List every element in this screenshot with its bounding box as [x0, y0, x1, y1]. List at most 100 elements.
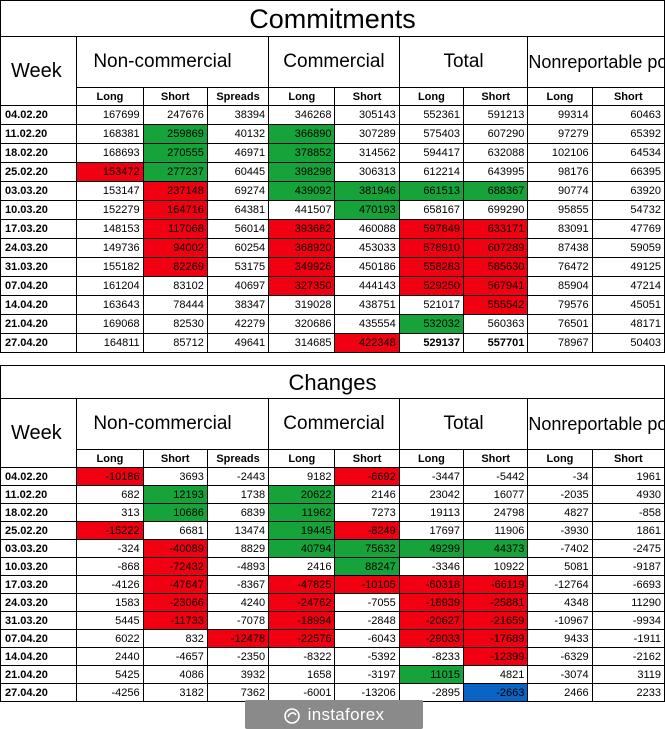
value-cell: 393682: [268, 219, 336, 239]
commitments-title: Commitments: [0, 0, 665, 36]
value-cell: 38347: [206, 295, 270, 315]
column-header: Long: [268, 87, 336, 106]
value-cell: 7273: [334, 503, 400, 522]
value-cell: 305143: [334, 105, 400, 125]
value-cell: -6693: [591, 575, 665, 594]
instaforex-logo-text: instaforex: [307, 705, 385, 724]
value-cell: 42279: [206, 314, 270, 334]
column-header: Short: [463, 87, 529, 106]
column-header: Long: [398, 449, 465, 468]
value-cell: 117068: [142, 219, 208, 239]
table-row: 04.02.20 -10186 3693 -2443 9182 -6692 -3447 -54…: [0, 467, 665, 486]
value-cell: -8233: [398, 647, 465, 666]
value-cell: 450186: [334, 257, 400, 277]
value-cell: 82530: [142, 314, 208, 334]
value-cell: -60318: [398, 575, 465, 594]
table-row: 03.03.20 153147 237148 69274 439092 381946 661…: [0, 181, 665, 201]
week-header: Week: [0, 36, 78, 106]
value-cell: 82269: [142, 257, 208, 277]
value-cell: 10922: [463, 557, 529, 576]
value-cell: -66119: [463, 575, 529, 594]
value-cell: 591213: [463, 105, 529, 125]
table-row: 31.03.20 155182 82269 53175 349926 450186 5582…: [0, 257, 665, 277]
header-row-groups: Week Non-commercial Commercial Total Nonrepo…: [0, 36, 665, 106]
week-cell: 18.02.20: [0, 143, 78, 163]
column-header: Short: [463, 449, 529, 468]
column-header: Short: [334, 87, 400, 106]
value-cell: -2350: [206, 647, 270, 666]
value-cell: 164811: [76, 333, 144, 353]
table-row: 14.04.20 163643 78444 38347 319028 438751 5210…: [0, 295, 665, 315]
value-cell: 79576: [527, 295, 593, 315]
table-row: 18.02.20 313 10686 6839 11962 7273 19113 24798 4…: [0, 503, 665, 522]
value-cell: 53175: [206, 257, 270, 277]
value-cell: -10105: [334, 575, 400, 594]
value-cell: 76501: [527, 314, 593, 334]
header-row-columns: Long Short Spreads Long Short Long Short Long Sh…: [1, 449, 665, 468]
value-cell: 98176: [527, 162, 593, 182]
value-cell: 94002: [142, 238, 208, 258]
value-cell: -25881: [463, 593, 529, 612]
table-row: 07.04.20 161204 83102 40697 327350 444143 5292…: [0, 276, 665, 296]
table-row: 24.03.20 149736 94002 60254 368920 453033 5789…: [0, 238, 665, 258]
value-cell: -12764: [527, 575, 593, 594]
value-cell: 277237: [142, 162, 208, 182]
column-header: Short: [142, 87, 208, 106]
table-row: 17.03.20 148153 117068 56014 393682 460088 597…: [0, 219, 665, 239]
week-cell: 03.03.20: [0, 181, 78, 201]
value-cell: -3346: [398, 557, 465, 576]
week-cell: 14.04.20: [0, 647, 78, 666]
header-row-columns: Long Short Spreads Long Short Long Short Long Sh…: [1, 87, 665, 106]
value-cell: -6001: [268, 683, 336, 702]
value-cell: 48171: [591, 314, 665, 334]
week-cell: 25.02.20: [0, 521, 78, 540]
value-cell: 56014: [206, 219, 270, 239]
value-cell: 247676: [142, 105, 208, 125]
week-cell: 10.03.20: [0, 557, 78, 576]
value-cell: 575403: [398, 124, 465, 144]
instaforex-logo-icon: [283, 707, 300, 724]
value-cell: 306313: [334, 162, 400, 182]
column-header: Short: [591, 449, 665, 468]
table-row: 10.03.20 -868 -72432 -4893 2416 88247 -3346 109…: [0, 557, 665, 576]
value-cell: -72432: [142, 557, 208, 576]
table-row: 07.04.20 6022 832 -12478 -22576 -6043 -29033 -1…: [0, 629, 665, 648]
value-cell: 47769: [591, 219, 665, 239]
table-row: 25.02.20 153472 277237 60445 398298 306313 612…: [0, 162, 665, 182]
value-cell: 422348: [334, 333, 400, 353]
value-cell: 3693: [142, 467, 208, 486]
table-row: 21.04.20 169068 82530 42279 320686 435554 5320…: [0, 314, 665, 334]
value-cell: -8367: [206, 575, 270, 594]
value-cell: 2416: [268, 557, 336, 576]
header-row-groups: Week Non-commercial Commercial Total Nonrepo…: [0, 398, 665, 468]
value-cell: 153472: [76, 162, 144, 182]
value-cell: -24762: [268, 593, 336, 612]
value-cell: 38394: [206, 105, 270, 125]
value-cell: 49641: [206, 333, 270, 353]
value-cell: -868: [76, 557, 144, 576]
value-cell: 682: [76, 485, 144, 504]
table-row: 24.03.20 1583 -23066 4240 -24762 -7055 -18939-…: [0, 593, 665, 612]
value-cell: 658167: [398, 200, 465, 220]
value-cell: 578910: [398, 238, 465, 258]
value-cell: 313: [76, 503, 144, 522]
group-header-total: Total: [398, 36, 529, 88]
value-cell: 314562: [334, 143, 400, 163]
value-cell: -34: [527, 467, 593, 486]
value-cell: 319028: [268, 295, 336, 315]
value-cell: -11733: [142, 611, 208, 630]
value-cell: 3182: [142, 683, 208, 702]
value-cell: -22576: [268, 629, 336, 648]
commitments-table: Week Non-commercial Commercial Total Nonrepo…: [0, 36, 665, 353]
value-cell: -23066: [142, 593, 208, 612]
commitments-section: Commitments Week Non-commercial Commercial…: [0, 0, 665, 353]
table-row: 25.02.20 -15222 6681 13474 19445 -8249 17697 11…: [0, 521, 665, 540]
value-cell: 594417: [398, 143, 465, 163]
value-cell: 1961: [591, 467, 665, 486]
value-cell: 699290: [463, 200, 529, 220]
week-cell: 31.03.20: [0, 611, 78, 630]
value-cell: 470193: [334, 200, 400, 220]
value-cell: -6692: [334, 467, 400, 486]
value-cell: 567941: [463, 276, 529, 296]
week-cell: 11.02.20: [0, 124, 78, 144]
